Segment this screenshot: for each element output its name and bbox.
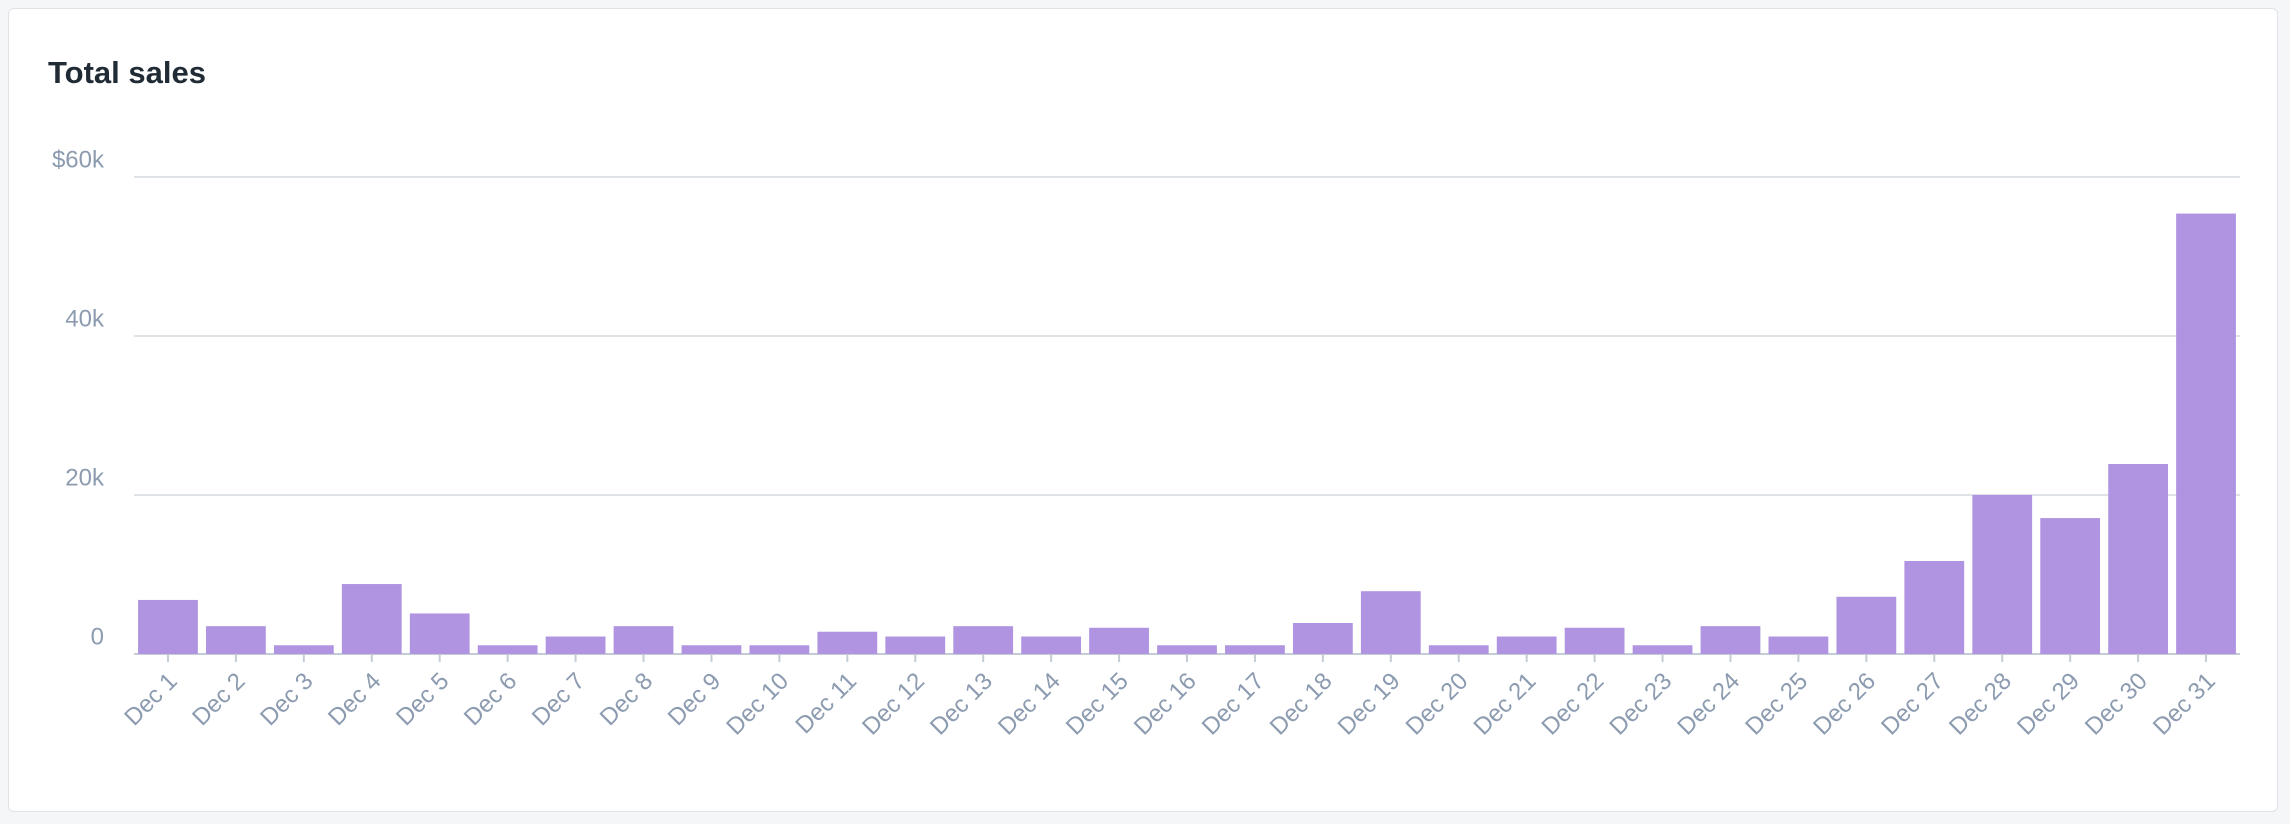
- bar: [1021, 636, 1082, 654]
- x-tick-label: Dec 28: [1944, 668, 2017, 741]
- x-tick-label: Dec 15: [1061, 668, 1134, 741]
- bar: [885, 636, 946, 654]
- bar: [409, 613, 470, 654]
- bar: [341, 584, 402, 654]
- x-tick-label: Dec 9: [663, 668, 726, 731]
- y-tick-label: $60k: [52, 146, 105, 173]
- y-tick-label: 40k: [65, 305, 105, 332]
- x-tick-label: Dec 25: [1740, 668, 1813, 741]
- y-tick-label: 20k: [65, 464, 105, 491]
- bar: [1972, 495, 2033, 654]
- chart-title: Total sales: [48, 55, 206, 90]
- x-tick-label: Dec 16: [1129, 668, 1202, 741]
- card: [8, 8, 2278, 812]
- bar: [1700, 626, 1761, 654]
- bar: [749, 645, 810, 654]
- bar: [1225, 645, 1285, 654]
- bar: [273, 645, 334, 654]
- x-tick-label: Dec 3: [255, 668, 318, 731]
- bar: [1157, 645, 1217, 654]
- bar: [1360, 591, 1421, 654]
- x-tick-label: Dec 26: [1808, 668, 1881, 741]
- bar: [1428, 645, 1489, 654]
- x-tick-label: Dec 6: [459, 668, 522, 731]
- bar: [2176, 213, 2236, 654]
- bar: [1836, 596, 1897, 654]
- x-tick-label: Dec 20: [1401, 668, 1474, 741]
- x-tick-label: Dec 5: [391, 668, 454, 731]
- x-tick-label: Dec 1: [119, 668, 182, 731]
- bar: [1564, 627, 1625, 654]
- bar: [1632, 645, 1693, 654]
- bar: [953, 626, 1014, 654]
- x-tick-label: Dec 14: [993, 668, 1066, 741]
- bar: [1089, 627, 1149, 654]
- bar: [1904, 560, 1965, 654]
- x-tick-label: Dec 29: [2012, 668, 2085, 741]
- bar: [545, 636, 606, 654]
- x-tick-label: Dec 30: [2080, 668, 2153, 741]
- x-tick-label: Dec 12: [857, 668, 930, 741]
- bar: [1292, 622, 1353, 654]
- x-tick-label: Dec 18: [1265, 668, 1338, 741]
- x-tick-label: Dec 2: [187, 668, 250, 731]
- bar: [2040, 518, 2101, 654]
- x-tick-label: Dec 13: [925, 668, 998, 741]
- bar: [681, 645, 742, 654]
- y-tick-label: 0: [91, 623, 104, 650]
- bar: [477, 645, 538, 654]
- bar: [206, 626, 266, 654]
- bar: [1496, 636, 1557, 654]
- x-tick-label: Dec 8: [595, 668, 658, 731]
- x-tick-label: Dec 22: [1536, 668, 1609, 741]
- x-tick-label: Dec 24: [1672, 668, 1745, 741]
- x-tick-label: Dec 4: [323, 668, 386, 731]
- bar: [613, 626, 674, 654]
- bar: [2108, 463, 2168, 654]
- x-tick-label: Dec 27: [1876, 668, 1949, 741]
- bar: [138, 599, 198, 654]
- x-tick-label: Dec 23: [1604, 668, 1677, 741]
- x-tick-label: Dec 31: [2148, 668, 2221, 741]
- x-tick-label: Dec 7: [527, 668, 590, 731]
- x-tick-label: Dec 17: [1197, 668, 1270, 741]
- bar: [817, 631, 878, 654]
- x-tick-label: Dec 10: [721, 668, 794, 741]
- x-tick-label: Dec 21: [1469, 668, 1542, 741]
- bar: [1768, 636, 1829, 654]
- x-tick-label: Dec 11: [790, 668, 862, 740]
- x-tick-label: Dec 19: [1333, 668, 1406, 741]
